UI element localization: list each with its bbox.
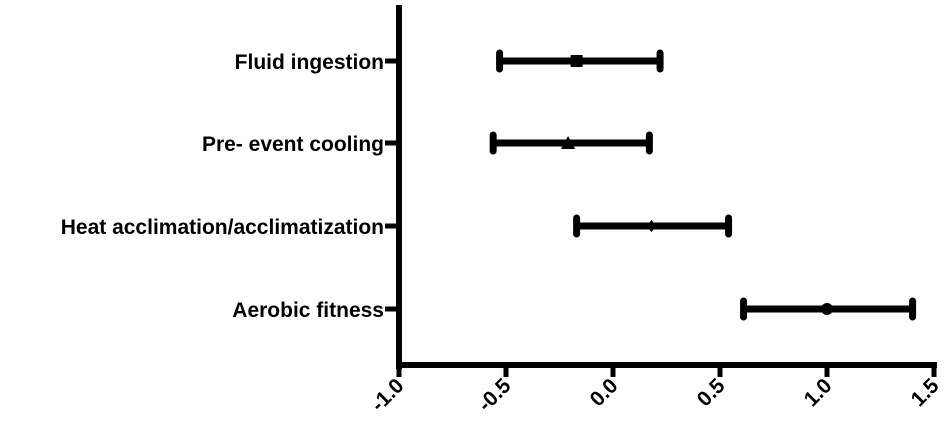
point-estimate-diamond xyxy=(646,220,657,232)
point-estimate-triangle xyxy=(561,136,576,149)
category-label: Fluid ingestion xyxy=(235,51,384,74)
x-tick-label: 1.0 xyxy=(800,374,837,411)
plot-marks xyxy=(489,49,917,321)
point-estimate-circle xyxy=(821,303,833,315)
category-label: Heat acclimation/acclimatization xyxy=(61,216,384,239)
axis-labels: -1.0 -0.5 0.0 0.5 1.0 1.5 Fluid ingestion Pre- … xyxy=(61,51,944,416)
x-tick-label: 0.5 xyxy=(693,374,730,411)
category-label: Aerobic fitness xyxy=(232,299,384,322)
x-tick-label: 0.0 xyxy=(586,374,623,411)
point-estimate-square xyxy=(570,55,583,67)
x-tick-label: 1.5 xyxy=(907,374,944,411)
x-tick-label: -0.5 xyxy=(474,374,516,416)
category-label: Pre- event cooling xyxy=(202,133,384,156)
x-tick-label: -1.0 xyxy=(367,374,409,416)
axes xyxy=(385,5,937,377)
